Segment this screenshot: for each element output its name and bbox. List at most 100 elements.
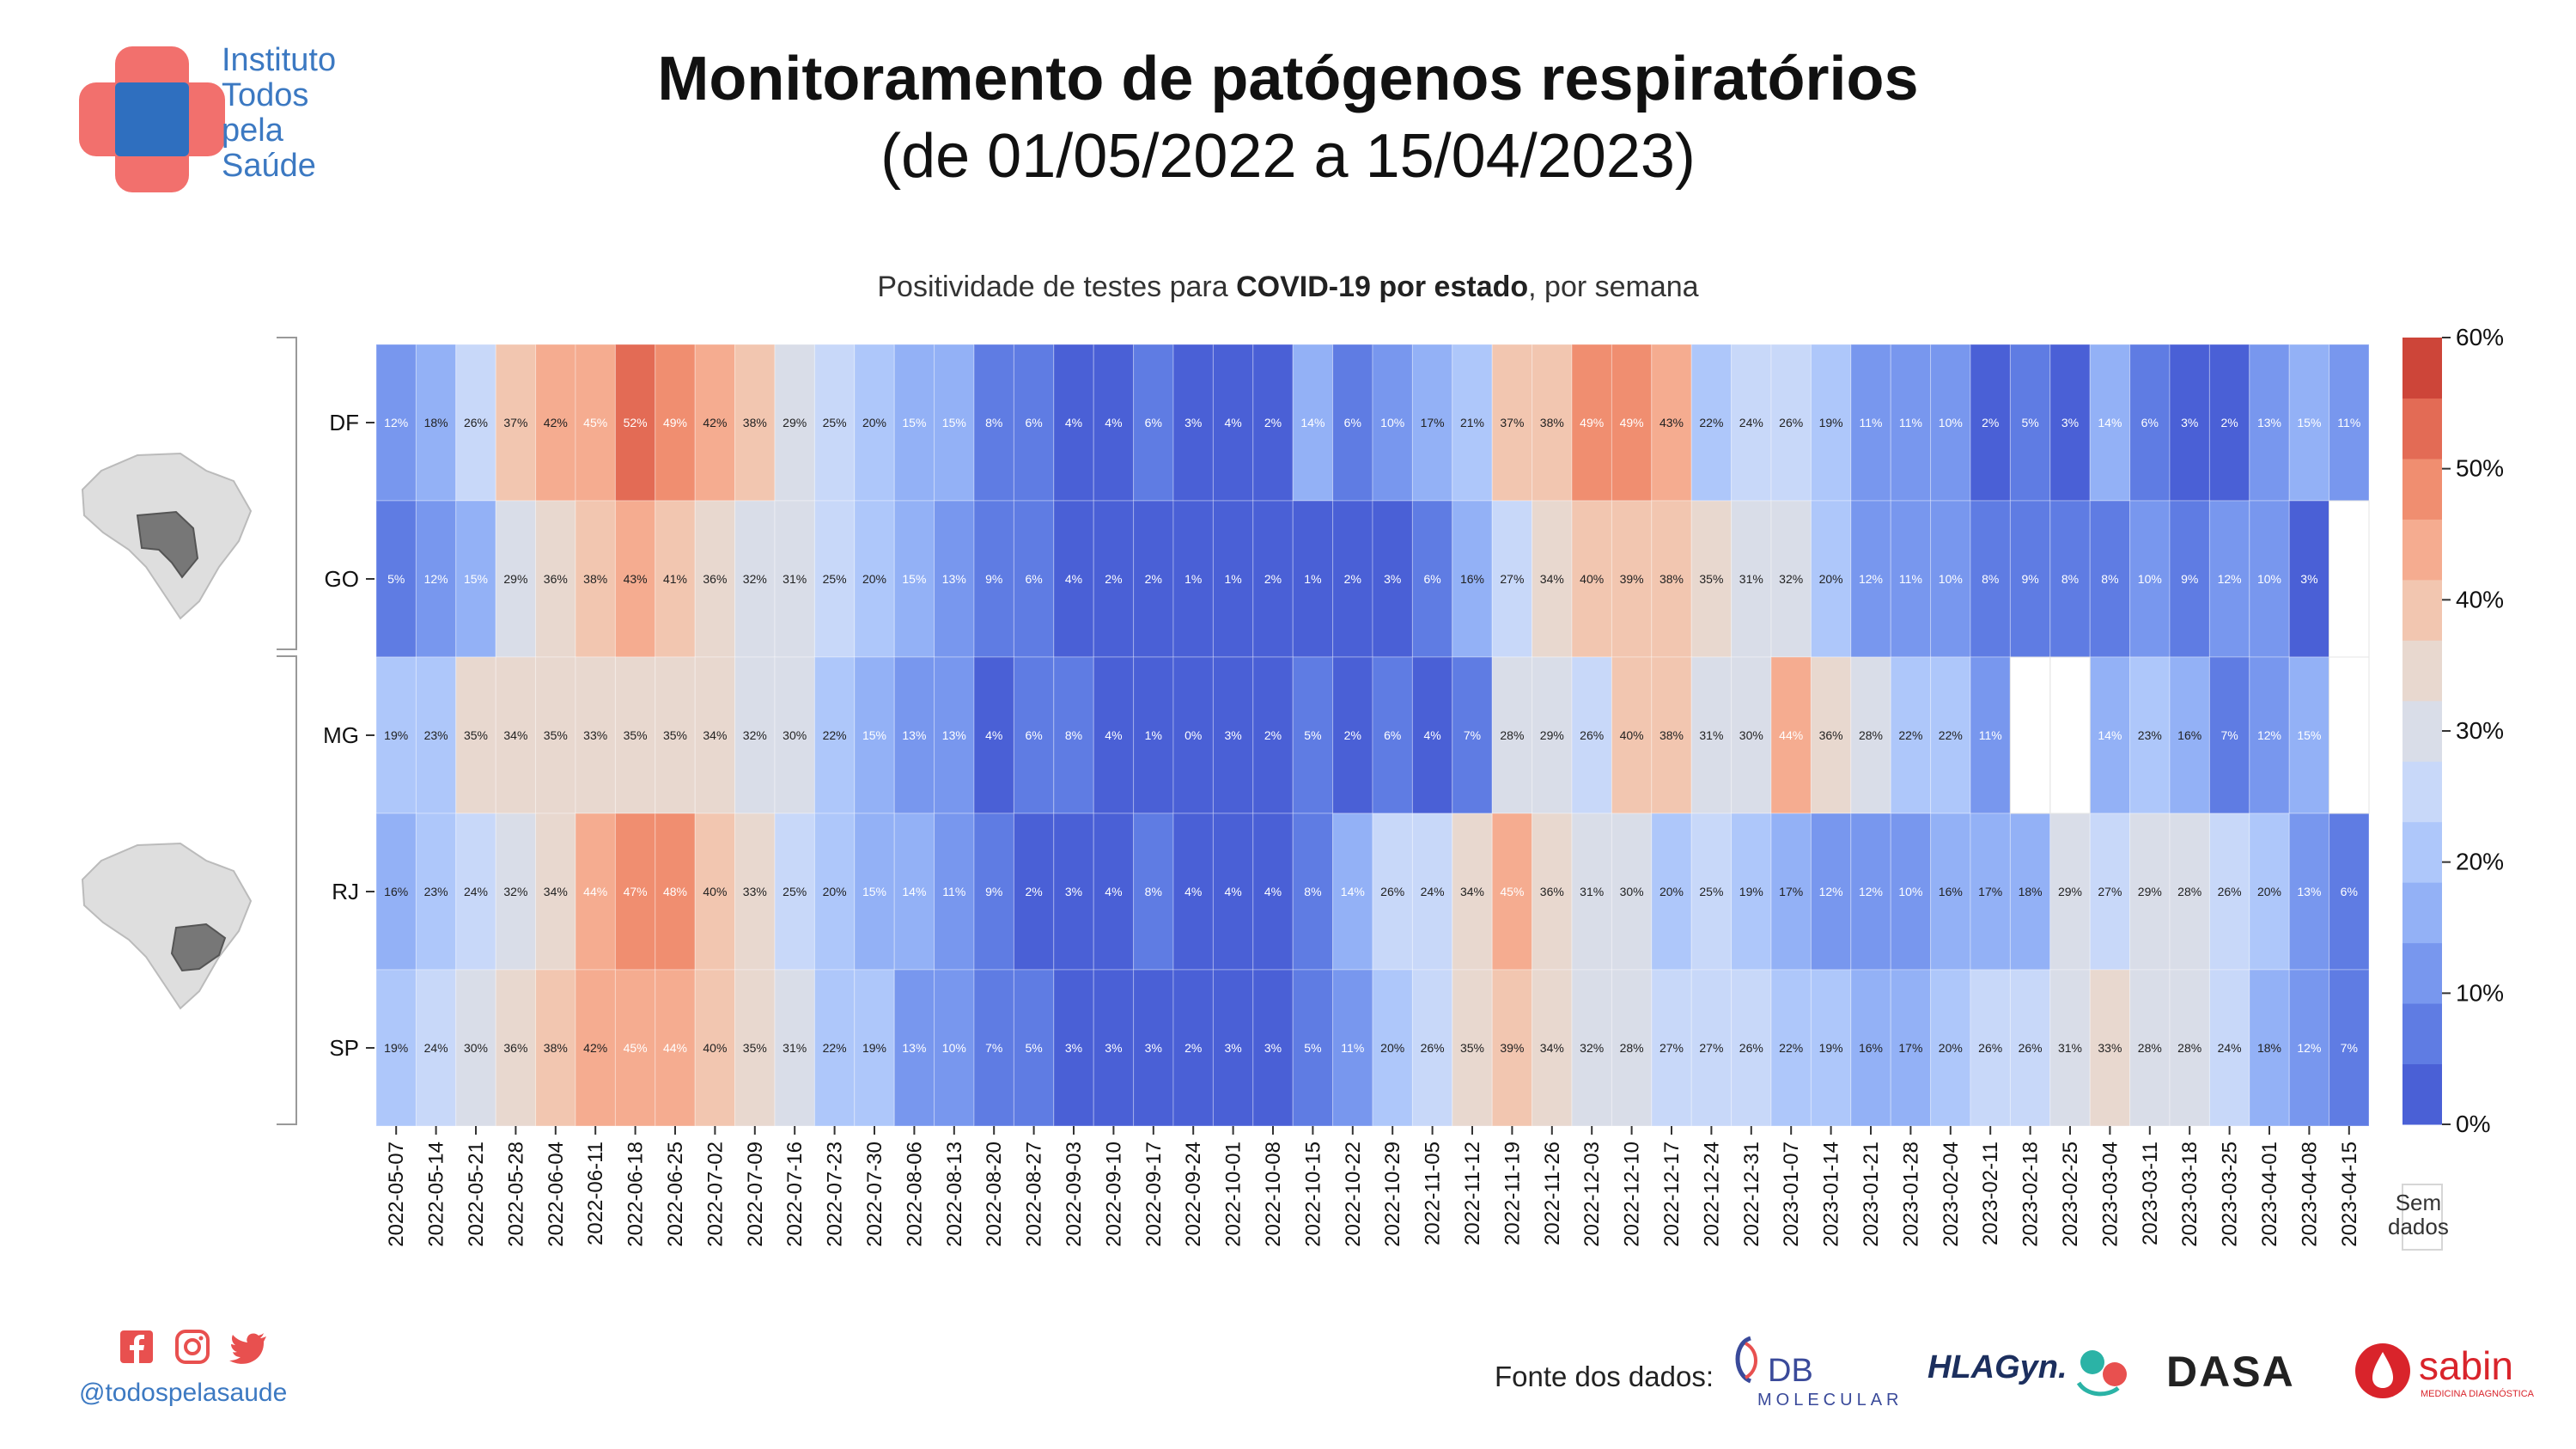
hlagyn-logo: HLAGyn. <box>1927 1349 2127 1397</box>
heatmap-cell-label: 22% <box>1898 728 1922 742</box>
heatmap-cell-label: 17% <box>1898 1041 1922 1055</box>
heatmap-cell <box>655 656 696 814</box>
col-label: 2022-07-09 <box>744 1142 767 1247</box>
heatmap-cell-label: 30% <box>464 1041 488 1055</box>
heatmap-cell <box>1053 656 1094 814</box>
heatmap-cell <box>1332 656 1373 814</box>
heatmap-cell-label: 40% <box>703 1041 727 1055</box>
heatmap-cell <box>2129 969 2171 1127</box>
heatmap-cell <box>1890 813 1932 971</box>
heatmap-cell <box>1292 969 1334 1127</box>
heatmap-cell <box>2049 656 2091 814</box>
heatmap-cell-label: 1% <box>1145 728 1162 742</box>
col-label: 2023-02-11 <box>1979 1142 2002 1245</box>
heatmap-cell-label: 34% <box>1540 572 1564 586</box>
heatmap-cell-label: 48% <box>663 885 687 898</box>
heatmap-cell <box>2169 344 2210 502</box>
heatmap-cell-label: 38% <box>1659 572 1684 586</box>
heatmap-cell <box>1093 656 1135 814</box>
heatmap-cell-label: 26% <box>1779 416 1803 429</box>
col-label: 2023-03-18 <box>2178 1142 2201 1247</box>
heatmap-cell <box>774 813 815 971</box>
heatmap-cell <box>1970 500 2011 658</box>
heatmap-cell <box>2249 813 2290 971</box>
heatmap-cell-label: 40% <box>1620 728 1644 742</box>
heatmap-cell <box>2129 656 2171 814</box>
heatmap-cell-label: 13% <box>902 1041 926 1055</box>
twitter-icon[interactable] <box>229 1333 266 1364</box>
col-label: 2022-05-21 <box>465 1142 488 1247</box>
col-label: 2023-01-21 <box>1860 1142 1883 1247</box>
heatmap-cell <box>614 500 656 658</box>
hlagyn-logo-text: HLAGyn. <box>1927 1349 2067 1385</box>
heatmap-cell <box>1491 344 1533 502</box>
heatmap-cell-label: 35% <box>1699 572 1723 586</box>
heatmap-cell <box>1452 500 1493 658</box>
colorbar-segment <box>2402 519 2442 581</box>
heatmap-cell-label: 27% <box>1659 1041 1684 1055</box>
row-label: MG <box>323 722 359 748</box>
heatmap-cell-label: 14% <box>902 885 926 898</box>
heatmap-cell-label: 17% <box>1978 885 2002 898</box>
heatmap-cell-label: 6% <box>1025 416 1042 429</box>
facebook-icon[interactable] <box>120 1330 153 1363</box>
heatmap-cell-label: 45% <box>583 416 607 429</box>
col-label: 2022-08-27 <box>1023 1142 1046 1247</box>
heatmap-cell-label: 8% <box>1065 728 1082 742</box>
sabin-logo: sabin MEDICINA DIAGNÓSTICA <box>2355 1343 2535 1399</box>
heatmap-cell <box>1252 969 1294 1127</box>
col-label: 2022-11-26 <box>1541 1142 1564 1245</box>
heatmap-cell-label: 3% <box>1184 416 1202 429</box>
heatmap-cell <box>2089 813 2131 971</box>
heatmap-cell-label: 20% <box>823 885 847 898</box>
col-label: 2022-06-25 <box>664 1142 687 1247</box>
social-handle[interactable]: @todospelasaude <box>79 1379 288 1407</box>
heatmap-cell <box>1850 813 1891 971</box>
heatmap-cell-label: 31% <box>1739 572 1763 586</box>
heatmap-cell <box>2089 344 2131 502</box>
instagram-icon[interactable] <box>175 1330 210 1364</box>
heatmap-cell-label: 1% <box>1184 572 1202 586</box>
heatmap-cell-label: 10% <box>1939 416 1963 429</box>
heatmap-cell-label: 36% <box>1540 885 1564 898</box>
heatmap-cell-label: 35% <box>663 728 687 742</box>
heatmap-cell <box>1332 344 1373 502</box>
db-logo-text: DB <box>1768 1353 1813 1389</box>
heatmap-cell-label: 3% <box>1384 572 1401 586</box>
heatmap-cell-label: 34% <box>703 728 727 742</box>
colorbar-segment <box>2402 398 2442 460</box>
heatmap-cell-label: 31% <box>1699 728 1723 742</box>
heatmap-cell-label: 38% <box>1659 728 1684 742</box>
heatmap-cell <box>1970 656 2011 814</box>
heatmap-cell <box>1770 344 1812 502</box>
heatmap-cell-label: 10% <box>2257 572 2281 586</box>
heatmap-cell-label: 11% <box>1860 416 1883 429</box>
col-label: 2022-12-17 <box>1660 1142 1684 1247</box>
heatmap-cell <box>1970 344 2011 502</box>
heatmap-cell <box>1611 344 1653 502</box>
page-title: Monitoramento de patógenos respiratórios <box>657 45 1919 113</box>
heatmap-cell <box>614 344 656 502</box>
page-subtitle: (de 01/05/2022 a 15/04/2023) <box>880 122 1696 191</box>
heatmap-cell-label: 34% <box>1460 885 1484 898</box>
heatmap-cell-label: 7% <box>2341 1041 2358 1055</box>
heatmap-cell-label: 26% <box>1978 1041 2002 1055</box>
heatmap-cell-label: 42% <box>544 416 568 429</box>
heatmap-cell-label: 15% <box>862 728 886 742</box>
heatmap-cell <box>1053 344 1094 502</box>
heatmap-cell-label: 6% <box>1025 572 1042 586</box>
heatmap-cell <box>1212 969 1254 1127</box>
heatmap-cell <box>495 969 537 1127</box>
heatmap-cell-label: 29% <box>783 416 807 429</box>
heatmap-cell-label: 42% <box>583 1041 607 1055</box>
heatmap-cell-label: 31% <box>1580 885 1604 898</box>
heatmap-cell <box>2249 344 2290 502</box>
heatmap-cell-label: 25% <box>823 416 847 429</box>
heatmap-cell-label: 14% <box>1341 885 1365 898</box>
heatmap-cell-label: 13% <box>942 728 966 742</box>
heatmap-cell <box>614 969 656 1127</box>
heatmap-cell-label: 25% <box>783 885 807 898</box>
heatmap-cell-label: 2% <box>1264 416 1282 429</box>
heatmap-cell <box>1452 656 1493 814</box>
heatmap-cell-label: 43% <box>624 572 648 586</box>
